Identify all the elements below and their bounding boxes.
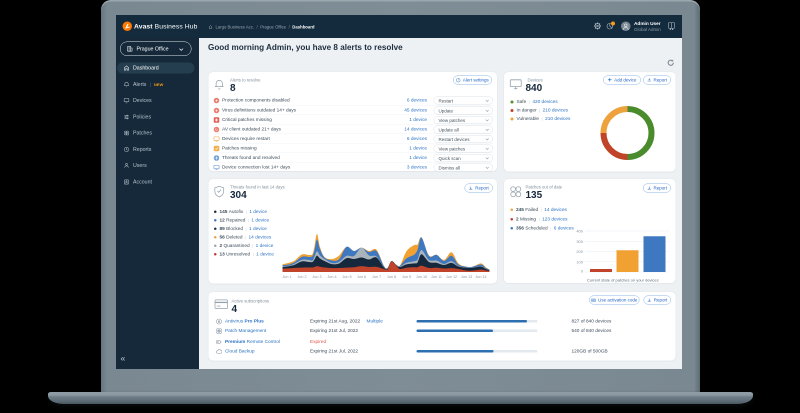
svg-text:0: 0 (581, 269, 584, 274)
svg-text:400: 400 (576, 229, 583, 234)
svg-text:300: 300 (576, 239, 583, 244)
svg-text:100: 100 (576, 259, 583, 264)
svg-text:200: 200 (576, 249, 583, 254)
